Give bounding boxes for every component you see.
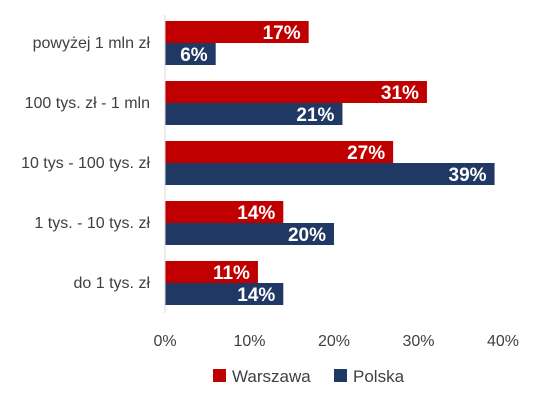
data-label: 27% [347, 143, 385, 164]
bars-group: 17%6%31%21%27%39%14%20%11%14% [165, 21, 495, 306]
data-label: 31% [381, 83, 419, 104]
x-tick-label: 10% [233, 333, 265, 350]
x-tick-label: 30% [402, 333, 434, 350]
bar-polska-0 [165, 43, 216, 65]
data-label: 6% [180, 45, 208, 66]
data-label: 39% [449, 165, 487, 186]
legend-label-warszawa: Warszawa [232, 367, 311, 386]
bar-polska-2 [165, 163, 495, 185]
data-label: 14% [237, 285, 275, 306]
data-label: 17% [263, 23, 301, 44]
bar-polska-3 [165, 223, 334, 245]
x-tick-label: 0% [153, 333, 176, 350]
bar-warszawa-4 [165, 261, 258, 283]
data-label: 20% [288, 225, 326, 246]
legend-label-polska: Polska [353, 367, 405, 386]
x-tick-label: 20% [318, 333, 350, 350]
bar-warszawa-0 [165, 21, 309, 43]
category-labels-group: powyżej 1 mln zł 100 tys. zł - 1 mln 10 ty… [21, 35, 150, 292]
legend: Warszawa Polska [213, 367, 405, 386]
bar-warszawa-1 [165, 81, 427, 103]
bar-warszawa-3 [165, 201, 284, 223]
bar-polska-1 [165, 103, 343, 125]
category-label: 1 tys. - 10 tys. zł [34, 215, 150, 232]
category-label: 100 tys. zł - 1 mln [25, 95, 150, 112]
data-label: 11% [213, 263, 250, 284]
category-label: powyżej 1 mln zł [33, 35, 151, 52]
bar-polska-4 [165, 283, 284, 305]
category-label: do 1 tys. zł [74, 275, 151, 292]
data-label: 21% [296, 105, 334, 126]
category-label: 10 tys - 100 tys. zł [21, 155, 150, 172]
x-tick-label: 40% [487, 333, 519, 350]
x-axis: 0% 10% 20% 30% 40% [153, 15, 519, 350]
data-label: 14% [237, 203, 275, 224]
legend-swatch-warszawa [213, 369, 226, 382]
bar-warszawa-2 [165, 141, 394, 163]
legend-swatch-polska [334, 369, 347, 382]
